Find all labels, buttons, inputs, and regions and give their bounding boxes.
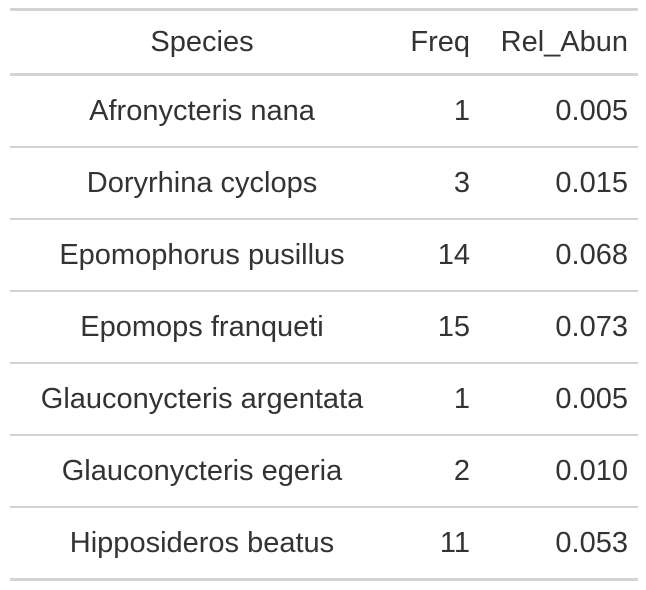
- cell-rel-abun: 0.068: [555, 238, 628, 271]
- cell-species: Afronycteris nana: [89, 94, 315, 127]
- column-header-species: Species: [150, 25, 254, 58]
- cell-species: Glauconycteris egeria: [61, 454, 343, 487]
- column-header-freq: Freq: [410, 25, 470, 58]
- cell-freq: 1: [453, 94, 470, 127]
- table-row: Doryrhina cyclops 3 0.015: [10, 147, 638, 219]
- table-row: Afronycteris nana 1 0.005: [10, 75, 638, 147]
- cell-rel-abun: 0.073: [555, 310, 628, 343]
- species-table-container: Species Freq Rel_Abun Afronycteris nana …: [10, 8, 638, 581]
- cell-species: Epomophorus pusillus: [59, 238, 345, 271]
- cell-rel-abun: 0.015: [555, 166, 628, 199]
- cell-species: Glauconycteris argentata: [40, 382, 364, 415]
- table-row: Glauconycteris egeria 2 0.010: [10, 435, 638, 507]
- table-row: Epomophorus pusillus 14 0.068: [10, 219, 638, 291]
- cell-freq: 3: [453, 166, 470, 199]
- cell-rel-abun: 0.005: [555, 382, 628, 415]
- species-abundance-table: Species Freq Rel_Abun Afronycteris nana …: [10, 8, 638, 581]
- table-row: Glauconycteris argentata 1 0.005: [10, 363, 638, 435]
- table-body: Afronycteris nana 1 0.005 Doryrhina cycl…: [10, 75, 638, 580]
- cell-species: Hipposideros beatus: [69, 526, 335, 559]
- header-row: Species Freq Rel_Abun: [10, 9, 638, 75]
- cell-rel-abun: 0.053: [555, 526, 628, 559]
- cell-freq: 2: [453, 454, 470, 487]
- cell-freq: 1: [453, 382, 470, 415]
- cell-freq: 15: [437, 310, 470, 343]
- cell-rel-abun: 0.005: [555, 94, 628, 127]
- cell-species: Doryrhina cyclops: [86, 166, 318, 199]
- table-header: Species Freq Rel_Abun: [10, 9, 638, 75]
- cell-freq: 11: [439, 526, 470, 559]
- column-header-rel-abun: Rel_Abun: [500, 25, 628, 58]
- table-row: Epomops franqueti 15 0.073: [10, 291, 638, 363]
- cell-rel-abun: 0.010: [555, 454, 628, 487]
- table-row: Hipposideros beatus 11 0.053: [10, 507, 638, 580]
- cell-species: Epomops franqueti: [80, 310, 324, 343]
- cell-freq: 14: [437, 238, 470, 271]
